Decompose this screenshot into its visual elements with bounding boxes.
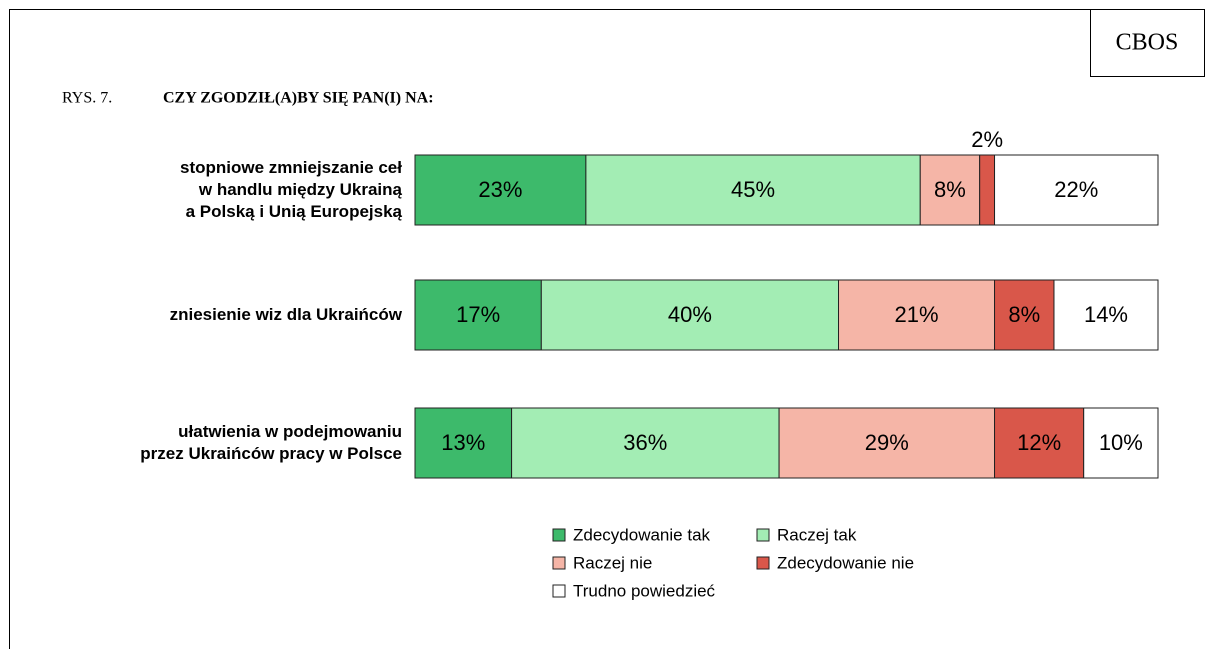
legend-swatch xyxy=(552,556,566,570)
source: CBOS xyxy=(1116,30,1179,56)
category-label: zniesienie wiz dla Ukraińców xyxy=(169,305,402,324)
bar-segment xyxy=(414,407,513,479)
bar-segment xyxy=(994,279,1055,351)
bar-segment xyxy=(1053,279,1159,351)
value-label: 2% xyxy=(971,127,1003,152)
value-label: 8% xyxy=(934,177,966,202)
bar-segment xyxy=(778,407,996,479)
source-box xyxy=(1090,9,1205,77)
bar-segment xyxy=(585,154,921,226)
value-label: 29% xyxy=(865,430,909,455)
value-label: 17% xyxy=(456,302,500,327)
bar-segment xyxy=(414,154,587,226)
legend-label: Raczej nie xyxy=(573,553,652,572)
legend-swatch xyxy=(756,528,770,542)
legend-swatch xyxy=(756,556,770,570)
value-label: 36% xyxy=(623,430,667,455)
bar-segment xyxy=(979,154,996,226)
bar-segment xyxy=(994,154,1159,226)
bar-segment xyxy=(540,279,840,351)
bar-segment xyxy=(414,279,542,351)
value-label: 23% xyxy=(478,177,522,202)
value-label: 12% xyxy=(1017,430,1061,455)
value-label: 21% xyxy=(895,302,939,327)
value-label: 40% xyxy=(668,302,712,327)
figure-label: RYS. 7. xyxy=(62,90,112,107)
legend-label: Zdecydowanie nie xyxy=(777,553,914,572)
bar-segment xyxy=(994,407,1085,479)
value-label: 45% xyxy=(731,177,775,202)
value-label: 22% xyxy=(1054,177,1098,202)
category-label: ułatwienia w podejmowaniu przez Ukraińcó… xyxy=(140,422,402,463)
value-label: 10% xyxy=(1099,430,1143,455)
bar-segment xyxy=(919,154,981,226)
value-label: 14% xyxy=(1084,302,1128,327)
legend-swatch xyxy=(552,584,566,598)
value-label: 13% xyxy=(441,430,485,455)
legend-swatch xyxy=(552,528,566,542)
category-label: stopniowe zmniejszanie ceł w handlu międ… xyxy=(179,158,402,221)
bar-segment xyxy=(1083,407,1159,479)
bar-segment xyxy=(511,407,780,479)
legend-label: Raczej tak xyxy=(777,525,857,544)
chart-title: CZY ZGODZIŁ(A)BY SIĘ PAN(I) NA: xyxy=(163,90,434,107)
legend-label: Trudno powiedzieć xyxy=(573,581,716,600)
bar-segment xyxy=(838,279,996,351)
value-label: 8% xyxy=(1008,302,1040,327)
legend-label: Zdecydowanie tak xyxy=(573,525,711,544)
